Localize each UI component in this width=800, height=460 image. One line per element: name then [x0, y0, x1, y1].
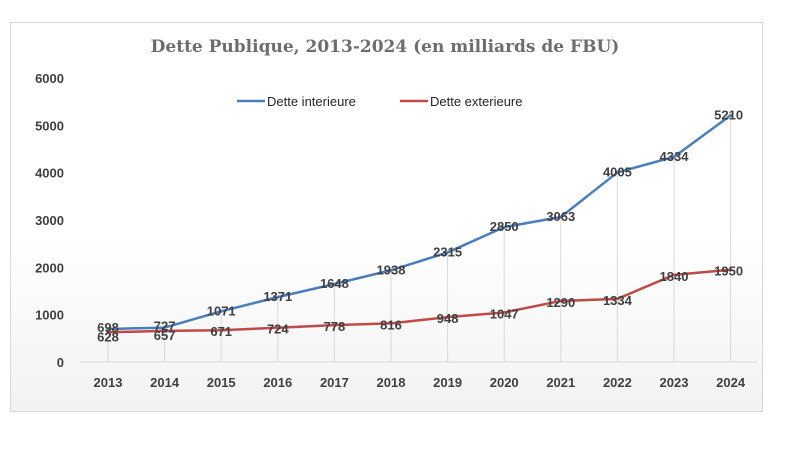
data-label: 1371 — [263, 289, 292, 304]
data-label: 727 — [154, 319, 176, 334]
data-label: 671 — [210, 324, 232, 339]
data-point — [729, 113, 733, 117]
data-point — [276, 326, 280, 330]
data-label: 1047 — [490, 306, 519, 321]
data-point — [559, 299, 563, 303]
data-label: 4005 — [603, 164, 632, 179]
data-point — [163, 326, 167, 330]
data-label: 948 — [437, 311, 459, 326]
x-tick-label: 2023 — [660, 375, 689, 390]
data-point — [446, 315, 450, 319]
data-point — [672, 273, 676, 277]
data-point — [389, 268, 393, 272]
data-label: 2850 — [490, 219, 519, 234]
data-label: 1950 — [714, 264, 743, 279]
data-point — [559, 215, 563, 219]
data-label: 1938 — [377, 262, 406, 277]
legend-label: Dette exterieure — [430, 94, 523, 109]
x-tick-label: 2019 — [433, 375, 462, 390]
y-tick-label: 4000 — [35, 166, 64, 181]
data-label: 1290 — [546, 295, 575, 310]
data-label: 1840 — [660, 269, 689, 284]
data-label: 724 — [267, 322, 289, 337]
data-point — [219, 309, 223, 313]
x-tick-label: 2015 — [207, 375, 236, 390]
data-point — [106, 327, 110, 331]
data-point — [106, 330, 110, 334]
y-tick-label: 5000 — [35, 118, 64, 133]
x-tick-label: 2013 — [94, 375, 123, 390]
data-point — [502, 310, 506, 314]
data-point — [502, 225, 506, 229]
data-label: 1648 — [320, 276, 349, 291]
data-label: 628 — [97, 329, 119, 344]
data-point — [163, 329, 167, 333]
y-tick-label: 2000 — [35, 260, 64, 275]
x-tick-label: 2021 — [546, 375, 575, 390]
data-label: 1334 — [603, 293, 633, 308]
series-line-exterieure — [107, 268, 731, 334]
data-label: 816 — [380, 317, 402, 332]
data-point — [332, 282, 336, 286]
data-label: 3063 — [546, 209, 575, 224]
data-label: 5210 — [714, 107, 743, 122]
x-tick-label: 2022 — [603, 375, 632, 390]
data-point — [276, 295, 280, 299]
data-label: 657 — [154, 328, 176, 343]
data-label: 2315 — [433, 244, 462, 259]
data-point — [672, 155, 676, 159]
y-tick-label: 0 — [57, 355, 64, 370]
data-point — [615, 297, 619, 301]
x-tick-label: 2014 — [150, 375, 180, 390]
series-line-interieure — [107, 114, 732, 331]
y-tick-label: 3000 — [35, 213, 64, 228]
data-label: 4334 — [660, 149, 690, 164]
chart-frame — [10, 22, 763, 412]
data-point — [729, 268, 733, 272]
y-tick-label: 1000 — [35, 308, 64, 323]
data-point — [332, 323, 336, 327]
x-tick-label: 2020 — [490, 375, 519, 390]
x-tick-label: 2017 — [320, 375, 349, 390]
data-point — [389, 321, 393, 325]
chart-title: Dette Publique, 2013-2024 (en milliards … — [151, 37, 620, 57]
data-point — [446, 250, 450, 254]
legend-label: Dette interieure — [267, 94, 356, 109]
x-tick-label: 2018 — [377, 375, 406, 390]
data-point — [615, 170, 619, 174]
y-tick-label: 6000 — [35, 71, 64, 86]
x-tick-label: 2024 — [716, 375, 746, 390]
data-label: 698 — [97, 320, 119, 335]
data-point — [219, 328, 223, 332]
data-label: 1071 — [207, 303, 236, 318]
data-label: 778 — [324, 319, 346, 334]
x-tick-label: 2016 — [263, 375, 292, 390]
